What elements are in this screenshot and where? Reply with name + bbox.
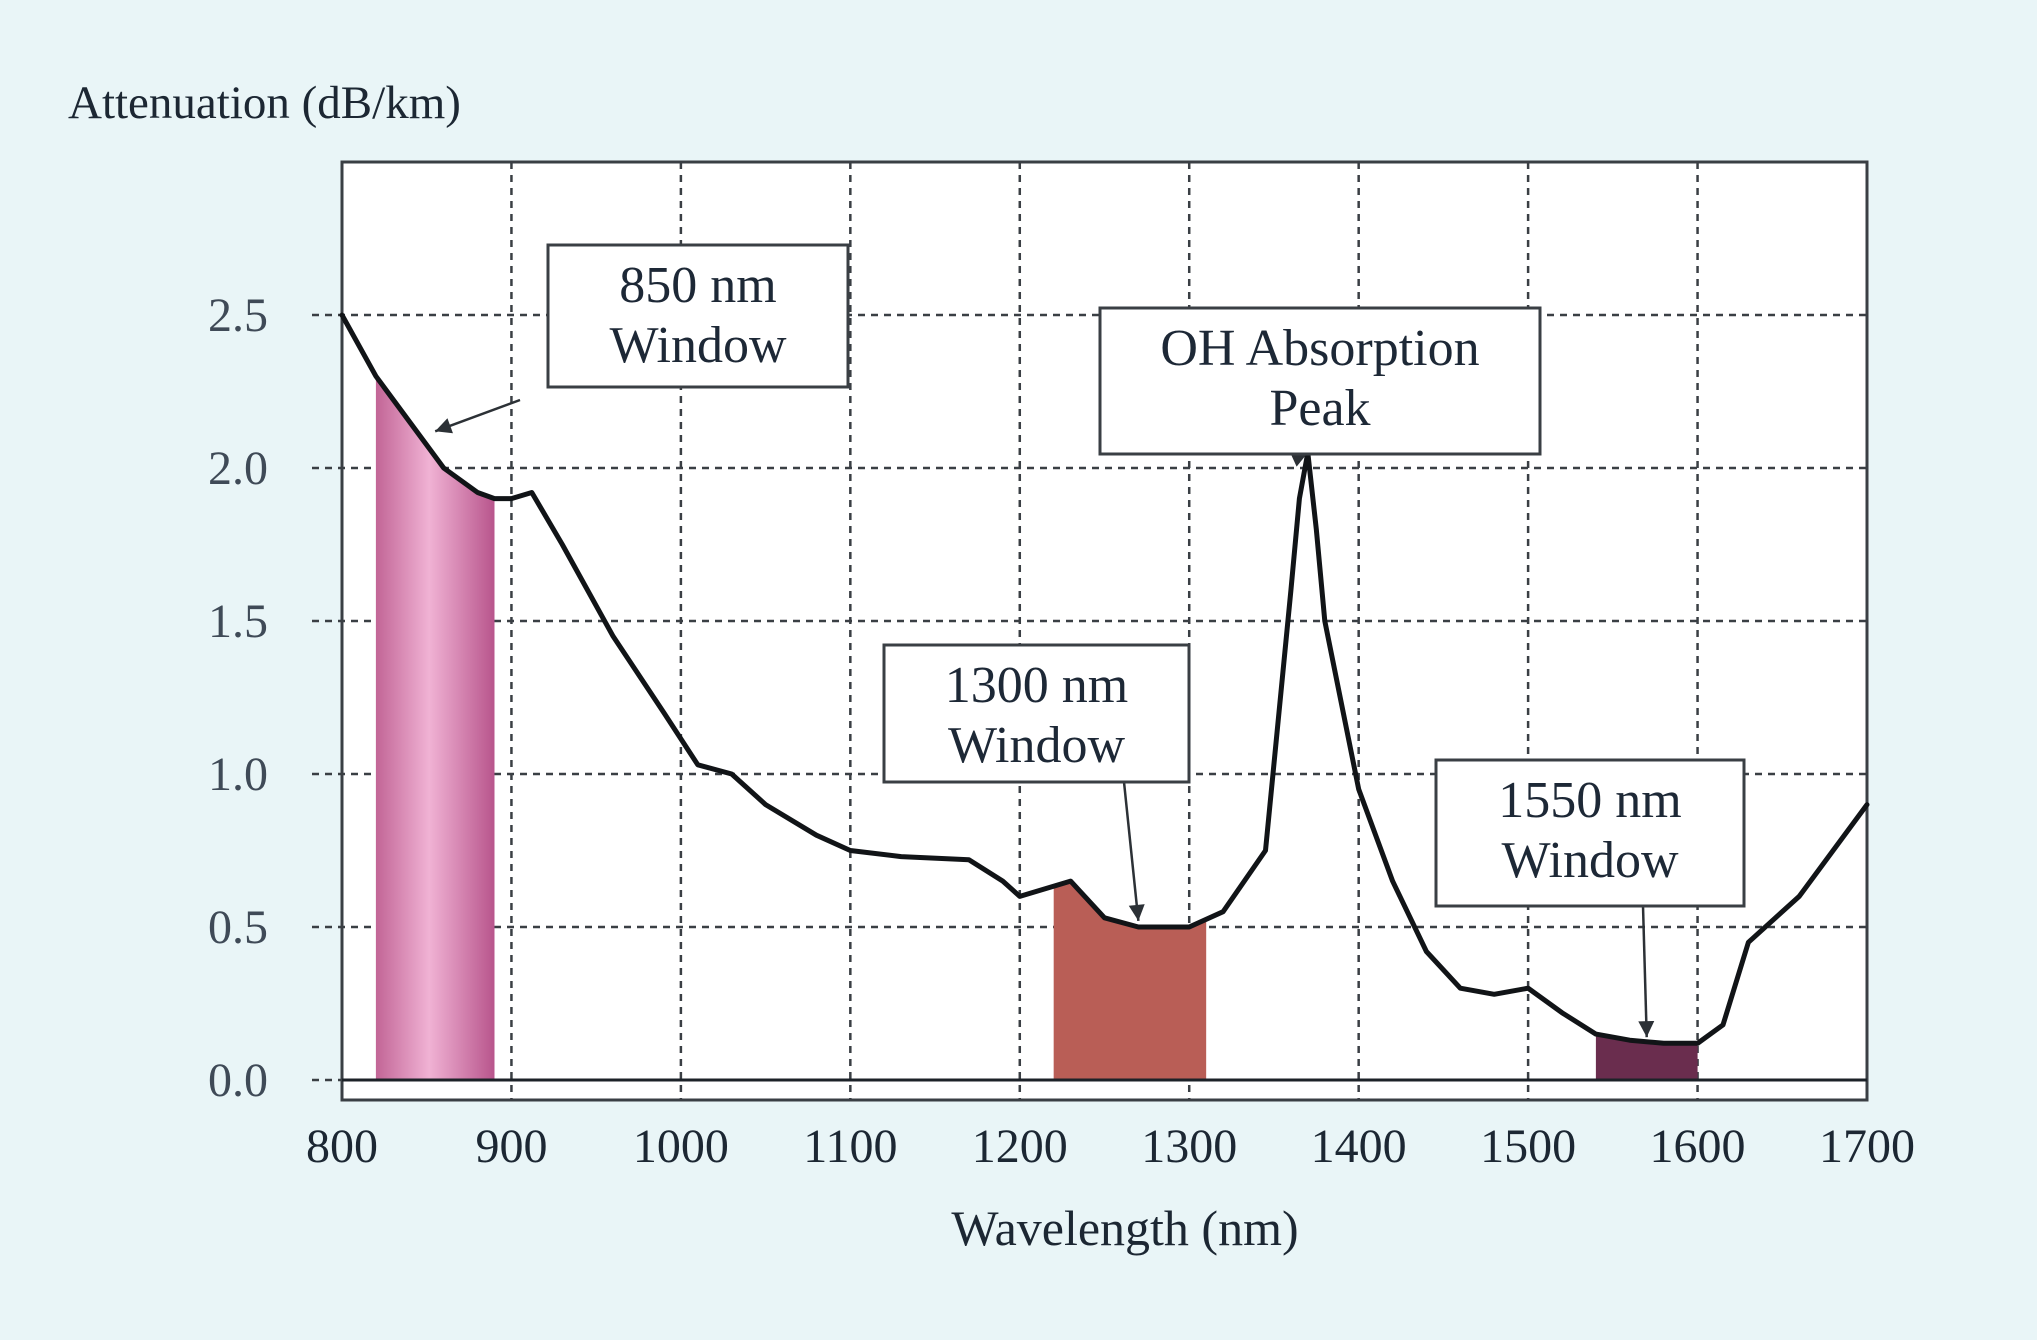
x-tick-label-800: 800 <box>306 1120 378 1173</box>
annotation-text-1-2: Window <box>610 317 787 374</box>
annotation-arrow-line-4 <box>1641 905 1648 1038</box>
annotation-text-4-2: Window <box>1502 832 1679 889</box>
annotation-text-3-2: Window <box>948 717 1125 774</box>
series-layer <box>339 312 1870 1082</box>
annotation-text-2-1: OH Absorption <box>1160 320 1479 377</box>
x-axis-label: Wavelength (nm) <box>951 1200 1298 1256</box>
x-tick-label-1500: 1500 <box>1480 1120 1576 1173</box>
annotation-box-4 <box>1434 758 1746 908</box>
x-tick-label-1000: 1000 <box>633 1120 729 1173</box>
annotation-arrowhead-1 <box>435 418 453 434</box>
annotation-arrowhead-2 <box>1289 452 1308 467</box>
annotation-text-2-2: Peak <box>1269 380 1370 437</box>
y-tick-label-1: 1.0 <box>208 748 268 801</box>
y-tick-label-2: 2.0 <box>208 442 268 495</box>
y-tick-label-0: 0.0 <box>208 1054 268 1107</box>
x-tick-label-1200: 1200 <box>972 1120 1068 1173</box>
x-tick-label-900: 900 <box>475 1120 547 1173</box>
x-tick-label-1400: 1400 <box>1311 1120 1407 1173</box>
annotation-arrow-line-3 <box>1122 781 1140 922</box>
x-tick-label-1700: 1700 <box>1819 1120 1915 1173</box>
y-tick-label-1-5: 1.5 <box>208 595 268 648</box>
x-tick-label-1100: 1100 <box>803 1120 897 1173</box>
y-tick-label-2-5: 2.5 <box>208 289 268 342</box>
annotation-text-1-1: 850 nm <box>619 257 776 314</box>
y-tick-label-0-5: 0.5 <box>208 901 268 954</box>
window-band-1 <box>375 376 495 1080</box>
annotation-arrowhead-3 <box>1128 904 1145 921</box>
annotation-arrowhead-4 <box>1638 1020 1655 1038</box>
attenuation-curve <box>339 312 1870 1046</box>
x-tick-label-1300: 1300 <box>1141 1120 1237 1173</box>
y-axis-label: Attenuation (dB/km) <box>68 77 461 129</box>
x-tick-label-1600: 1600 <box>1650 1120 1746 1173</box>
annotation-box-2 <box>1098 306 1542 456</box>
annotation-text-4-1: 1550 nm <box>1498 772 1681 829</box>
tick-labels: 800 900 1000 1100 1200 1300 1400 1500 1600 1700 0.… <box>208 289 1915 1173</box>
annotation-text-3-1: 1300 nm <box>945 657 1128 714</box>
annotation-box-1 <box>546 243 850 389</box>
annotation-box-3 <box>882 643 1191 784</box>
window-band-2 <box>1053 881 1207 1080</box>
